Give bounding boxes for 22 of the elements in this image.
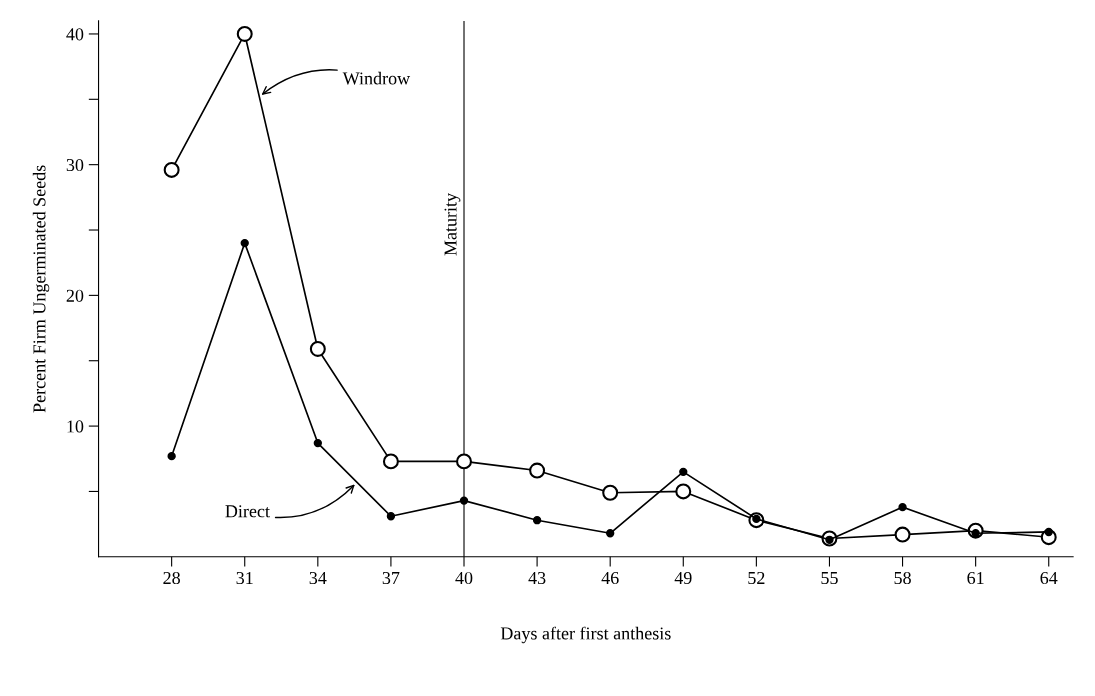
x-tick-label: 64: [1040, 571, 1058, 585]
x-tick-label: 61: [967, 571, 984, 585]
x-tick-label: 52: [748, 571, 765, 585]
y-tick-label: 20: [66, 289, 84, 302]
y-tick-label: 30: [66, 158, 84, 172]
annotation: Windrow: [342, 71, 411, 85]
x-tick-label: 34: [309, 571, 327, 585]
x-tick-label: 43: [528, 571, 546, 585]
x-tick-label: 55: [821, 572, 838, 585]
y-tick-label: 40: [66, 28, 84, 41]
x-tick-label: 37: [382, 571, 400, 585]
x-tick-label: 49: [674, 571, 692, 585]
y-axis-title: Percent Firm Ungerminated Seeds: [32, 165, 50, 413]
x-tick-label: 28: [163, 571, 180, 585]
y-tick-label: 10: [67, 420, 84, 433]
x-tick-label: 31: [236, 571, 253, 585]
x-tick-label: 46: [601, 571, 619, 585]
x-axis-title: Days after first anthesis: [500, 626, 671, 644]
ref-line-label: Maturity: [444, 193, 461, 256]
x-tick-label: 40: [455, 571, 473, 585]
annotation: Direct: [225, 505, 270, 518]
x-tick-label: 58: [894, 571, 911, 585]
